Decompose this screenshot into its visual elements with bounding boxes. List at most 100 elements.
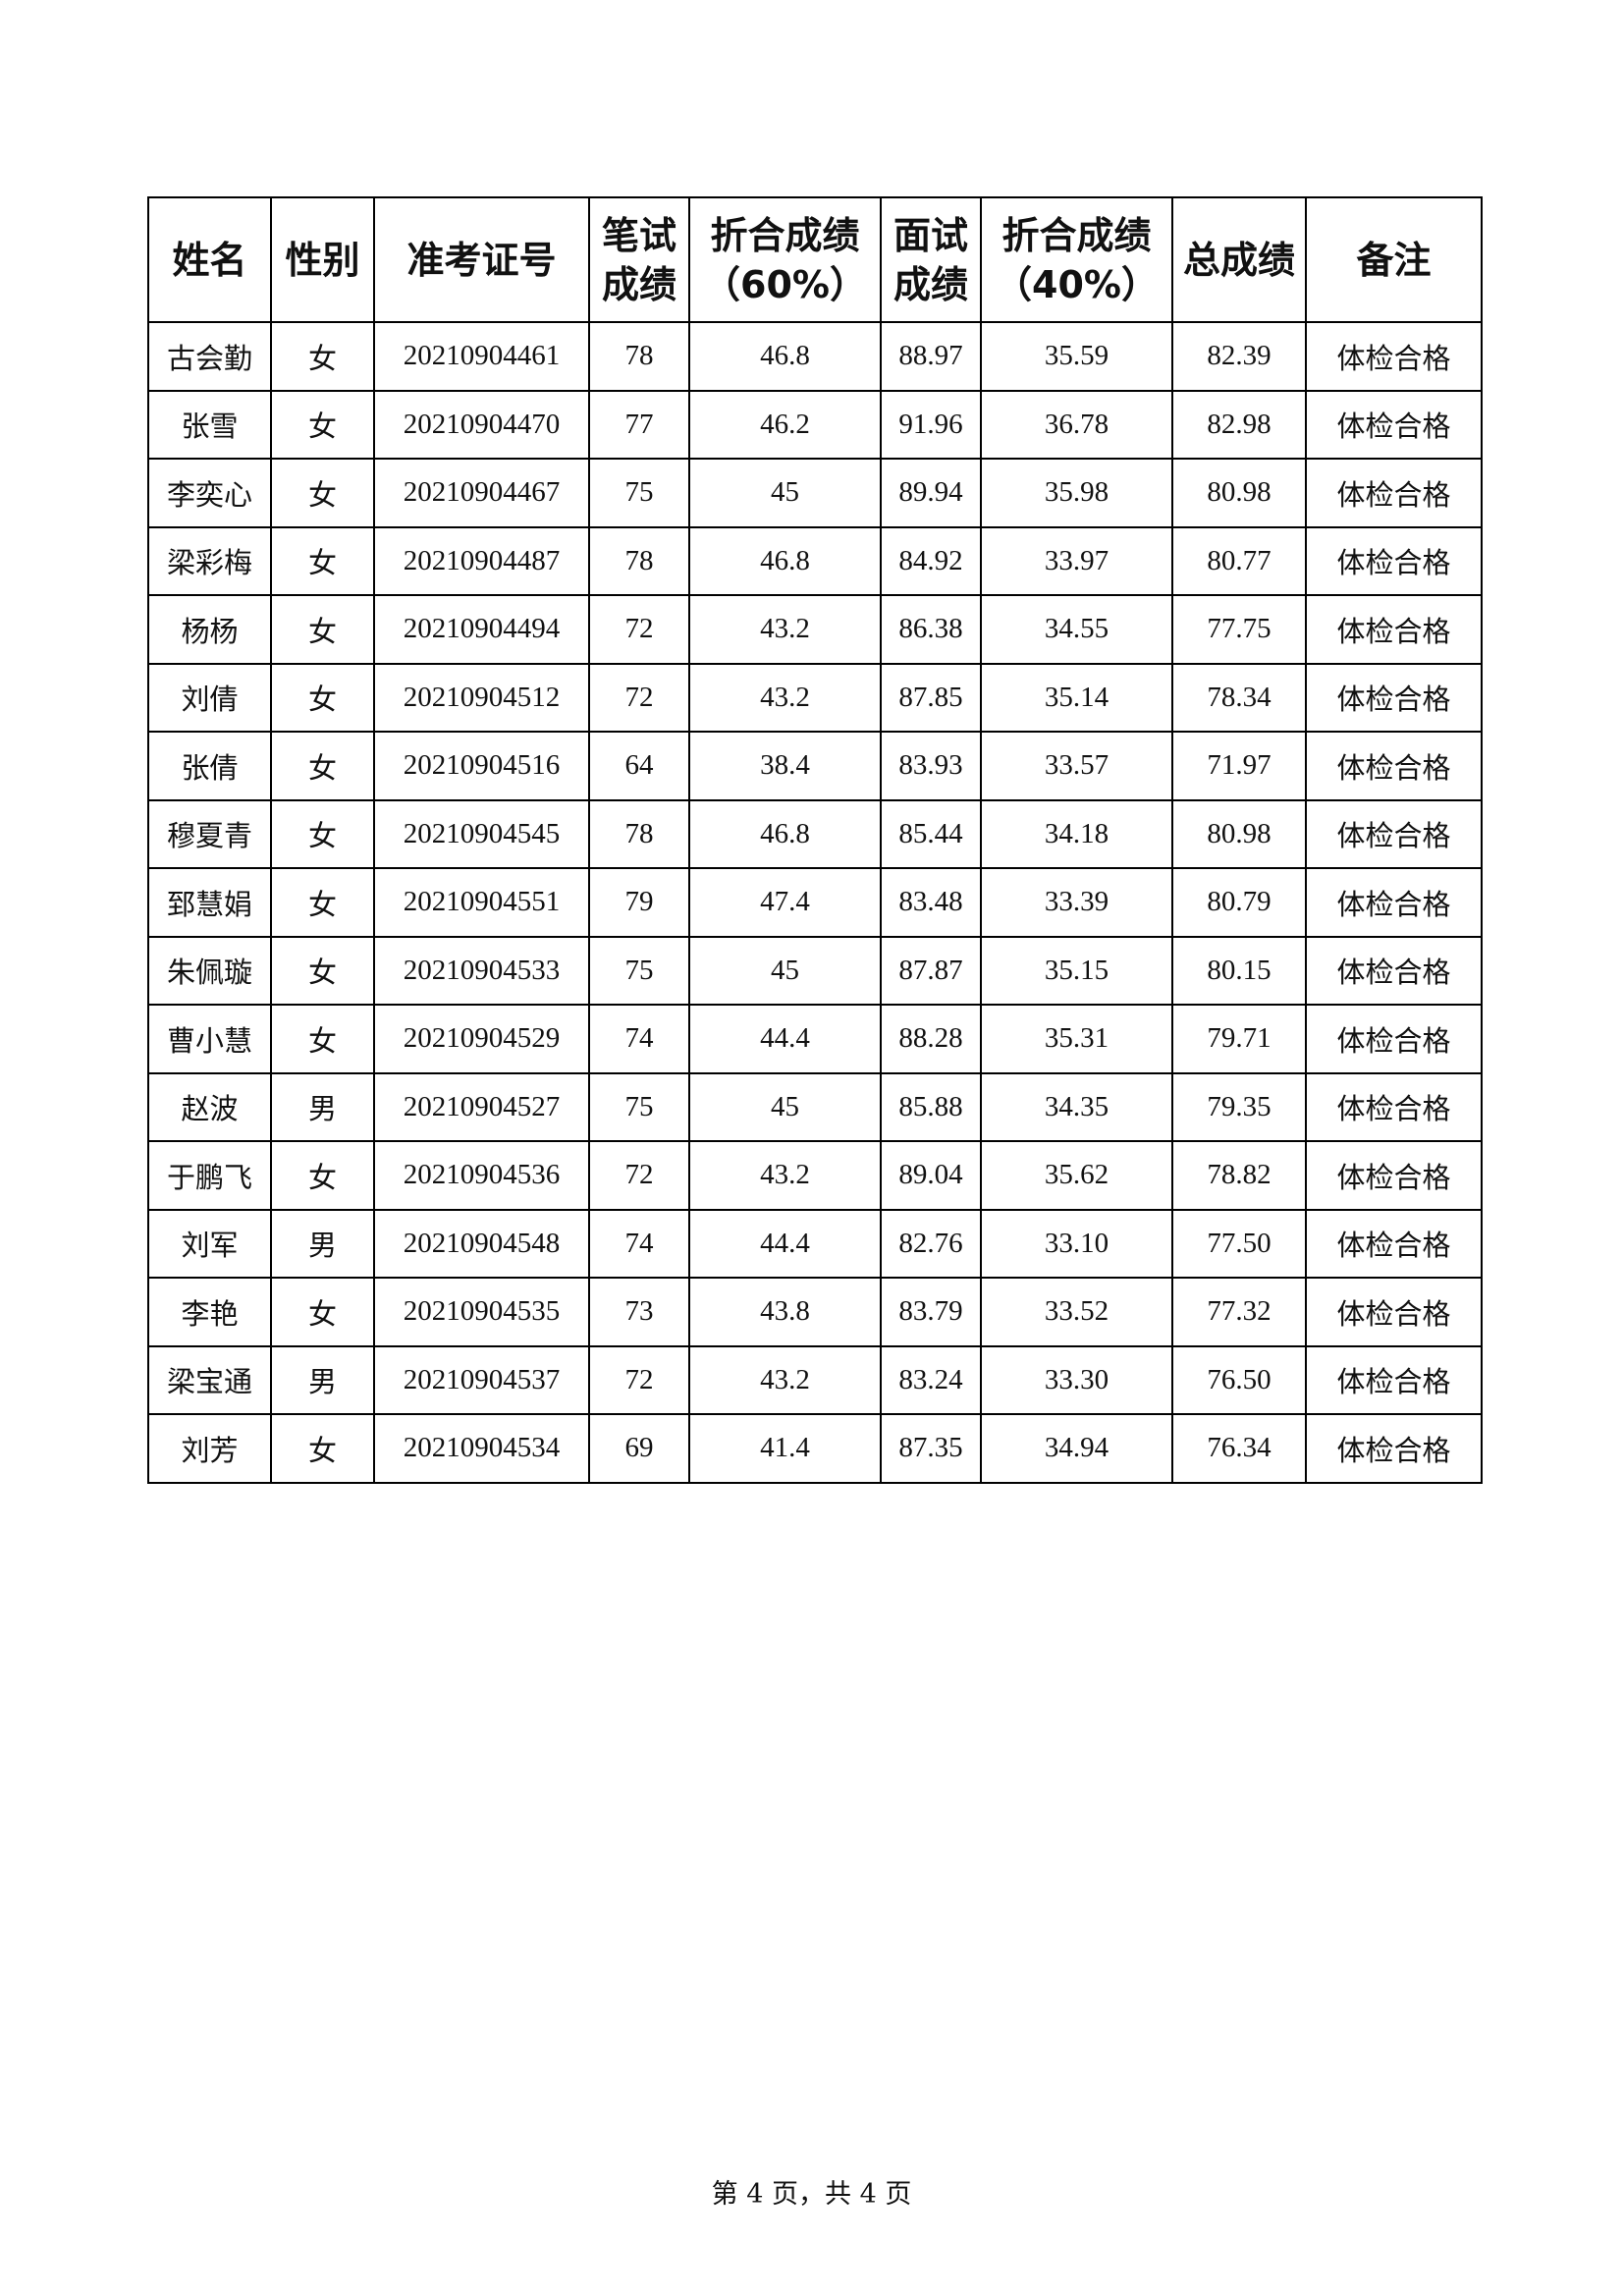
cell-written-score: 72 [588, 594, 690, 665]
cell-gender: 女 [270, 1413, 375, 1484]
table-row: 梁宝通男 20210904537 72 43.2 83.24 33.30 76.50 体检合格 [147, 1344, 1483, 1415]
cell-exam-id: 20210904470 [373, 389, 590, 460]
cell-remark: 体检合格 [1305, 594, 1483, 665]
cell-written-score: 72 [588, 1140, 690, 1211]
header-written-score: 笔试成绩 [588, 196, 690, 323]
cell-written-score: 72 [588, 1344, 690, 1415]
cell-exam-id: 20210904534 [373, 1413, 590, 1484]
cell-interview-weighted: 35.98 [980, 458, 1173, 528]
cell-interview-score: 91.96 [880, 389, 982, 460]
cell-total-score: 79.35 [1171, 1071, 1307, 1142]
cell-interview-score: 84.92 [880, 525, 982, 596]
cell-interview-score: 85.44 [880, 798, 982, 869]
table-row: 刘军男 20210904548 74 44.4 82.76 33.10 77.50 体检合格 [147, 1208, 1483, 1279]
cell-exam-id: 20210904537 [373, 1344, 590, 1415]
cell-written-weighted: 38.4 [688, 731, 882, 801]
cell-written-weighted: 47.4 [688, 867, 882, 938]
cell-interview-score: 83.48 [880, 867, 982, 938]
cell-interview-weighted: 33.97 [980, 525, 1173, 596]
cell-written-score: 75 [588, 935, 690, 1006]
cell-gender: 女 [270, 935, 375, 1006]
cell-remark: 体检合格 [1305, 1413, 1483, 1484]
table-row: 刘芳女 20210904534 69 41.4 87.35 34.94 76.34 体检合格 [147, 1413, 1483, 1484]
cell-written-score: 79 [588, 867, 690, 938]
cell-written-weighted: 46.8 [688, 798, 882, 869]
cell-total-score: 82.98 [1171, 389, 1307, 460]
cell-gender: 女 [270, 458, 375, 528]
cell-name: 朱佩璇 [147, 935, 272, 1006]
cell-written-weighted: 45 [688, 1071, 882, 1142]
cell-written-score: 64 [588, 731, 690, 801]
cell-gender: 女 [270, 321, 375, 392]
cell-written-score: 78 [588, 321, 690, 392]
cell-written-score: 74 [588, 1004, 690, 1074]
cell-interview-weighted: 34.35 [980, 1071, 1173, 1142]
cell-written-score: 77 [588, 389, 690, 460]
cell-interview-score: 83.79 [880, 1277, 982, 1347]
cell-name: 于鹏飞 [147, 1140, 272, 1211]
table-row: 曹小慧女 20210904529 74 44.4 88.28 35.31 79.71 体检合格 [147, 1004, 1483, 1074]
cell-exam-id: 20210904535 [373, 1277, 590, 1347]
cell-name: 梁彩梅 [147, 525, 272, 596]
cell-total-score: 76.50 [1171, 1344, 1307, 1415]
cell-remark: 体检合格 [1305, 1140, 1483, 1211]
cell-written-score: 78 [588, 798, 690, 869]
cell-name: 李艳 [147, 1277, 272, 1347]
cell-name: 张倩 [147, 731, 272, 801]
cell-remark: 体检合格 [1305, 1277, 1483, 1347]
cell-remark: 体检合格 [1305, 458, 1483, 528]
cell-total-score: 82.39 [1171, 321, 1307, 392]
cell-remark: 体检合格 [1305, 798, 1483, 869]
table-row: 朱佩璇女 20210904533 75 45 87.87 35.15 80.15 体检合格 [147, 935, 1483, 1006]
cell-remark: 体检合格 [1305, 662, 1483, 733]
cell-gender: 女 [270, 798, 375, 869]
table-row: 杨杨女 20210904494 72 43.2 86.38 34.55 77.75 体检合格 [147, 594, 1483, 665]
table-row: 赵波男 20210904527 75 45 85.88 34.35 79.35 体检合格 [147, 1071, 1483, 1142]
cell-written-weighted: 41.4 [688, 1413, 882, 1484]
cell-total-score: 79.71 [1171, 1004, 1307, 1074]
cell-remark: 体检合格 [1305, 1071, 1483, 1142]
cell-written-score: 72 [588, 662, 690, 733]
cell-written-score: 69 [588, 1413, 690, 1484]
cell-total-score: 77.32 [1171, 1277, 1307, 1347]
score-table: 姓名 性别 准考证号 笔试成绩 折合成绩（60%） 面试成绩 折合成绩（40%） 总成绩 备注 … [147, 196, 1483, 1484]
cell-written-weighted: 43.2 [688, 662, 882, 733]
cell-interview-score: 87.85 [880, 662, 982, 733]
cell-name: 曹小慧 [147, 1004, 272, 1074]
cell-interview-weighted: 35.62 [980, 1140, 1173, 1211]
cell-interview-weighted: 35.31 [980, 1004, 1173, 1074]
cell-remark: 体检合格 [1305, 867, 1483, 938]
cell-exam-id: 20210904461 [373, 321, 590, 392]
cell-gender: 男 [270, 1344, 375, 1415]
cell-name: 郅慧娟 [147, 867, 272, 938]
cell-name: 穆夏青 [147, 798, 272, 869]
cell-remark: 体检合格 [1305, 321, 1483, 392]
cell-name: 赵波 [147, 1071, 272, 1142]
table-row: 张雪女 20210904470 77 46.2 91.96 36.78 82.98 体检合格 [147, 389, 1483, 460]
cell-total-score: 77.50 [1171, 1208, 1307, 1279]
cell-name: 李奕心 [147, 458, 272, 528]
header-remark: 备注 [1305, 196, 1483, 323]
cell-total-score: 78.82 [1171, 1140, 1307, 1211]
cell-written-score: 78 [588, 525, 690, 596]
cell-gender: 女 [270, 867, 375, 938]
cell-written-weighted: 45 [688, 458, 882, 528]
cell-written-weighted: 46.2 [688, 389, 882, 460]
cell-interview-weighted: 35.14 [980, 662, 1173, 733]
cell-exam-id: 20210904516 [373, 731, 590, 801]
cell-gender: 女 [270, 731, 375, 801]
cell-interview-score: 87.35 [880, 1413, 982, 1484]
cell-interview-weighted: 36.78 [980, 389, 1173, 460]
cell-written-score: 75 [588, 1071, 690, 1142]
cell-exam-id: 20210904536 [373, 1140, 590, 1211]
cell-gender: 女 [270, 1140, 375, 1211]
cell-interview-score: 83.93 [880, 731, 982, 801]
cell-gender: 男 [270, 1208, 375, 1279]
cell-gender: 男 [270, 1071, 375, 1142]
table-row: 李艳女 20210904535 73 43.8 83.79 33.52 77.32 体检合格 [147, 1277, 1483, 1347]
cell-written-weighted: 46.8 [688, 321, 882, 392]
cell-total-score: 80.79 [1171, 867, 1307, 938]
cell-written-weighted: 44.4 [688, 1208, 882, 1279]
cell-exam-id: 20210904487 [373, 525, 590, 596]
cell-total-score: 80.98 [1171, 458, 1307, 528]
